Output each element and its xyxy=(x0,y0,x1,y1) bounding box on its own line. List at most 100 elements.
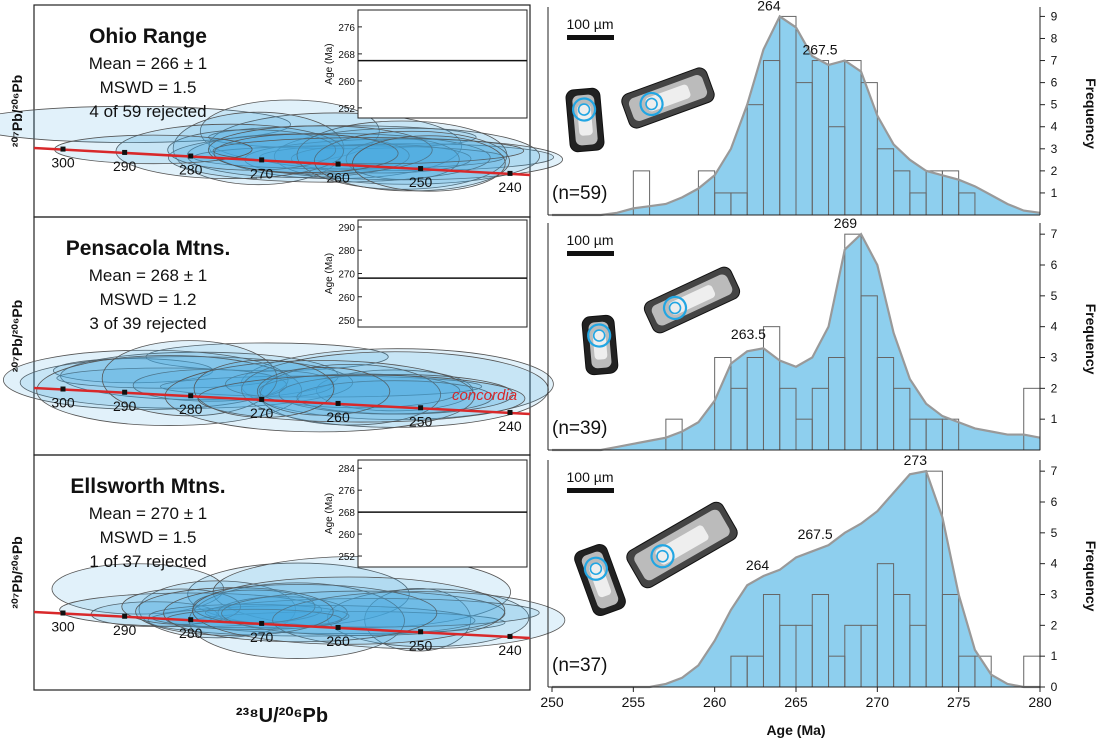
data-ellipse xyxy=(147,604,476,637)
inset-frame xyxy=(357,219,528,328)
peak-label: 273 xyxy=(904,452,928,468)
concordia-tick xyxy=(507,633,513,639)
inset-tick-label: 280 xyxy=(338,246,355,257)
concordia-tick xyxy=(60,146,66,152)
scale-label: 100 µm xyxy=(567,232,614,248)
ellipse-cloud xyxy=(51,555,566,659)
concordia-tick-label: 250 xyxy=(409,413,433,429)
x-tick-label: 250 xyxy=(540,694,564,710)
y-axis-label: ²⁰⁷Pb/²⁰⁶Pb xyxy=(9,75,25,147)
inset-tick-label: 260 xyxy=(338,77,355,88)
y-tick-label: 7 xyxy=(1051,464,1058,478)
inset-tick-label: 270 xyxy=(338,270,355,281)
concordia-tick xyxy=(122,389,128,395)
y-tick-label: 6 xyxy=(1051,258,1058,272)
x-tick-label: 265 xyxy=(784,694,808,710)
inset-frame xyxy=(357,459,528,568)
inset-y-label: Age (Ma) xyxy=(324,43,335,84)
y-tick-label: 9 xyxy=(1051,9,1058,23)
y-axis-label: Frequency xyxy=(1083,78,1098,149)
y-tick-label: 1 xyxy=(1051,649,1058,663)
concordia-tick-label: 300 xyxy=(51,155,75,171)
peak-label: 264 xyxy=(746,557,770,573)
concordia-tick-label: 250 xyxy=(409,637,433,653)
y-tick-label: 3 xyxy=(1051,142,1058,156)
data-ellipse xyxy=(212,137,525,165)
spot-outer xyxy=(639,91,664,117)
data-ellipse xyxy=(273,127,540,185)
y-tick-label: 5 xyxy=(1051,289,1058,303)
concordia-tick-label: 270 xyxy=(250,629,274,645)
spot-outer xyxy=(662,295,688,321)
y-tick-label: 3 xyxy=(1051,351,1058,365)
concordia-line xyxy=(33,386,531,416)
kde-line xyxy=(552,232,1041,452)
concordia-tick-label: 240 xyxy=(498,642,522,658)
sample-size: (n=39) xyxy=(552,418,607,439)
panel-annotation: MSWD = 1.5 xyxy=(100,528,197,547)
peak-label: 269 xyxy=(834,215,858,231)
zircon-grain xyxy=(581,314,619,376)
data-ellipse xyxy=(51,563,225,615)
scale-bar xyxy=(567,35,614,40)
data-ellipse xyxy=(145,342,389,372)
concordia-tick xyxy=(507,170,513,176)
concordia-tick-label: 280 xyxy=(179,401,203,417)
y-tick-label: 4 xyxy=(1051,320,1058,334)
x-tick-label: 255 xyxy=(622,694,646,710)
zircon-grain xyxy=(565,87,605,153)
concordia-tick-label: 280 xyxy=(179,162,203,178)
x-tick-label: 280 xyxy=(1028,694,1052,710)
x-axis-label: Age (Ma) xyxy=(766,722,825,738)
grain-core xyxy=(655,525,709,565)
concordia-tick-label: 250 xyxy=(409,174,433,190)
concordia-line xyxy=(33,146,531,177)
concordia-tick-label: 260 xyxy=(326,170,350,186)
spot-outer xyxy=(583,556,608,581)
y-axis-label: ²⁰⁷Pb/²⁰⁶Pb xyxy=(9,536,25,608)
scale-bar xyxy=(567,251,614,256)
concordia-tick xyxy=(259,157,265,163)
zircon-grain xyxy=(574,543,626,617)
y-tick-label: 4 xyxy=(1051,557,1058,571)
concordia-tick xyxy=(122,149,128,155)
concordia-tick xyxy=(335,400,341,406)
kde-area xyxy=(552,471,1040,687)
concordia-tick xyxy=(418,405,424,411)
data-ellipse xyxy=(164,360,475,433)
concordia-tick-label: 270 xyxy=(250,165,274,181)
panel-title: Pensacola Mtns. xyxy=(66,237,231,260)
y-tick-label: 0 xyxy=(1051,680,1058,694)
inset-tick-label: 252 xyxy=(338,552,355,563)
y-axis-label: Frequency xyxy=(1083,304,1098,375)
concordia-tick xyxy=(122,613,128,619)
spot-inner xyxy=(592,329,606,342)
y-tick-label: 1 xyxy=(1051,412,1058,426)
spot-inner xyxy=(656,549,669,563)
concordia-tick-label: 280 xyxy=(179,625,203,641)
panel-annotation: 3 of 39 rejected xyxy=(89,314,206,333)
concordia-tick xyxy=(259,396,265,402)
concordia-tick-label: 290 xyxy=(113,158,137,174)
concordia-tick xyxy=(188,393,194,399)
inset-tick-label: 276 xyxy=(338,486,355,497)
panel-annotation: 4 of 59 rejected xyxy=(89,102,206,121)
peak-label: 267.5 xyxy=(798,526,833,542)
y-tick-label: 1 xyxy=(1051,186,1058,200)
spot-inner xyxy=(645,97,658,111)
data-ellipse xyxy=(259,363,442,426)
concordia-tick-label: 290 xyxy=(113,398,137,414)
inset-tick-label: 268 xyxy=(338,508,355,519)
panel-title: Ellsworth Mtns. xyxy=(70,475,225,498)
concordia-tick xyxy=(188,617,194,623)
scale-label: 100 µm xyxy=(567,16,614,32)
panel-annotation: MSWD = 1.5 xyxy=(100,78,197,97)
concordia-tick xyxy=(335,161,341,167)
y-axis-label: Frequency xyxy=(1083,541,1098,612)
spot-inner xyxy=(589,562,603,576)
data-ellipse xyxy=(192,576,506,645)
concordia-tick xyxy=(418,166,424,172)
zircon-grain xyxy=(621,67,715,129)
data-ellipse xyxy=(256,367,391,416)
kde-line xyxy=(552,14,1041,217)
